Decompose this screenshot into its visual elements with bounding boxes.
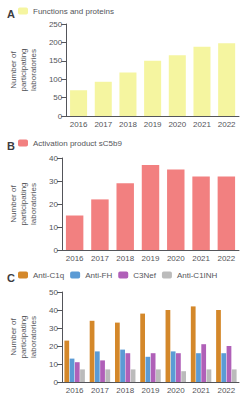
svg-text:2021: 2021 [193, 120, 211, 129]
svg-text:participating: participating [19, 182, 28, 225]
svg-text:40: 40 [49, 306, 58, 315]
svg-text:20: 20 [49, 200, 58, 209]
svg-text:200: 200 [49, 38, 63, 47]
svg-text:2018: 2018 [116, 386, 134, 395]
svg-text:30: 30 [49, 177, 58, 186]
svg-text:Number of: Number of [9, 51, 18, 89]
svg-text:laboratories: laboratories [29, 183, 38, 225]
svg-text:Functions and proteins: Functions and proteins [33, 7, 114, 16]
svg-text:2020: 2020 [168, 120, 186, 129]
svg-text:20: 20 [49, 342, 58, 351]
svg-text:50: 50 [49, 288, 58, 297]
svg-text:A: A [7, 8, 15, 20]
svg-text:40: 40 [49, 154, 58, 163]
svg-text:250: 250 [49, 20, 63, 29]
svg-text:2016: 2016 [66, 386, 84, 395]
svg-text:Anti-FH: Anti-FH [85, 271, 112, 280]
svg-text:0: 0 [54, 246, 59, 255]
svg-text:10: 10 [49, 360, 58, 369]
svg-text:2019: 2019 [142, 386, 160, 395]
svg-text:laboratories: laboratories [29, 316, 38, 358]
svg-text:2022: 2022 [218, 120, 236, 129]
svg-text:Anti-C1INH: Anti-C1INH [177, 271, 218, 280]
svg-text:2017: 2017 [91, 254, 109, 263]
svg-text:2020: 2020 [167, 386, 185, 395]
svg-text:2017: 2017 [94, 120, 112, 129]
svg-text:2021: 2021 [192, 386, 210, 395]
svg-text:2019: 2019 [142, 254, 160, 263]
svg-text:C: C [7, 272, 15, 284]
svg-text:C3Nef: C3Nef [133, 271, 156, 280]
svg-text:0: 0 [54, 378, 59, 387]
svg-text:2022: 2022 [217, 386, 235, 395]
svg-text:Number of: Number of [9, 318, 18, 356]
svg-text:2018: 2018 [119, 120, 137, 129]
svg-text:2020: 2020 [167, 254, 185, 263]
svg-text:2018: 2018 [116, 254, 134, 263]
svg-text:participating: participating [19, 48, 28, 91]
svg-text:2016: 2016 [66, 254, 84, 263]
svg-text:laboratories: laboratories [29, 49, 38, 91]
svg-text:Anti-C1q: Anti-C1q [33, 271, 64, 280]
svg-text:100: 100 [49, 75, 63, 84]
svg-text:50: 50 [53, 93, 62, 102]
svg-text:Number of: Number of [9, 185, 18, 223]
svg-text:B: B [7, 140, 15, 152]
svg-text:2017: 2017 [91, 386, 109, 395]
svg-text:participating: participating [19, 315, 28, 358]
svg-text:Activation product sC5b9: Activation product sC5b9 [33, 139, 122, 148]
svg-text:30: 30 [49, 324, 58, 333]
svg-text:2016: 2016 [70, 120, 88, 129]
svg-text:0: 0 [58, 112, 63, 121]
svg-text:150: 150 [49, 56, 63, 65]
svg-text:10: 10 [49, 223, 58, 232]
svg-text:2021: 2021 [192, 254, 210, 263]
svg-text:2022: 2022 [217, 254, 235, 263]
svg-text:2019: 2019 [144, 120, 162, 129]
